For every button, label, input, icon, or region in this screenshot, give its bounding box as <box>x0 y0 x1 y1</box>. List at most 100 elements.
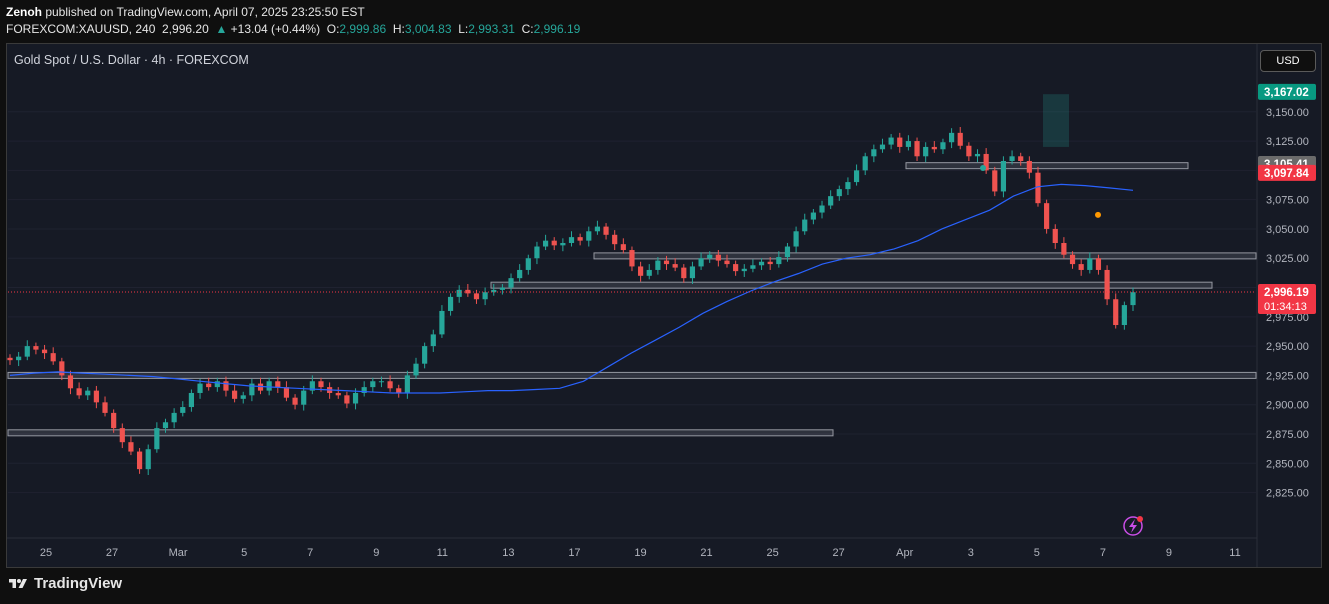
candle-body[interactable] <box>7 357 13 361</box>
candle-body[interactable] <box>750 265 756 269</box>
candle-body[interactable] <box>923 146 929 157</box>
candle-body[interactable] <box>309 381 315 391</box>
candle-body[interactable] <box>275 381 281 388</box>
price-label[interactable] <box>1258 164 1316 181</box>
candle-body[interactable] <box>24 346 30 357</box>
candle-body[interactable] <box>1000 160 1007 192</box>
candle-body[interactable] <box>612 234 618 245</box>
candle-body[interactable] <box>154 428 160 450</box>
candle-body[interactable] <box>551 240 557 246</box>
candle-body[interactable] <box>931 146 937 150</box>
candle-body[interactable] <box>689 266 696 279</box>
candle-body[interactable] <box>517 269 523 279</box>
candle-body[interactable] <box>318 381 324 388</box>
candle-body[interactable] <box>352 392 359 404</box>
candle-body[interactable] <box>681 267 687 279</box>
lightning-icon[interactable] <box>1123 516 1143 536</box>
candle-body[interactable] <box>784 246 791 258</box>
candle-body[interactable] <box>845 182 851 190</box>
candle-body[interactable] <box>638 266 644 276</box>
candle-body[interactable] <box>914 141 920 157</box>
candle-body[interactable] <box>16 356 22 361</box>
signal-marker[interactable] <box>980 165 986 172</box>
candle-body[interactable] <box>949 132 955 143</box>
support-resistance-zone[interactable] <box>7 371 1257 379</box>
candle-body[interactable] <box>378 381 385 383</box>
candle-body[interactable] <box>715 254 721 261</box>
candle-body[interactable] <box>836 189 842 197</box>
candle-body[interactable] <box>33 346 39 350</box>
candle-body[interactable] <box>594 226 601 232</box>
candle-body[interactable] <box>439 310 445 335</box>
candle-body[interactable] <box>396 388 402 393</box>
candle-body[interactable] <box>128 442 134 452</box>
candle-body[interactable] <box>888 137 894 145</box>
candle-body[interactable] <box>802 219 808 232</box>
candle-body[interactable] <box>41 349 48 354</box>
candle-body[interactable] <box>1130 292 1136 306</box>
candle-body[interactable] <box>85 390 91 396</box>
candle-body[interactable] <box>793 231 799 247</box>
candle-body[interactable] <box>283 387 290 398</box>
candle-body[interactable] <box>1078 264 1084 270</box>
tradingview-footer[interactable]: TradingView <box>8 575 122 592</box>
candle-body[interactable] <box>499 287 505 290</box>
candle-body[interactable] <box>111 412 117 429</box>
candle-body[interactable] <box>957 132 963 146</box>
candle-body[interactable] <box>1113 299 1119 326</box>
chart-panel[interactable] <box>6 43 1322 568</box>
candle-body[interactable] <box>663 260 670 265</box>
candle-body[interactable] <box>93 390 99 403</box>
candle-body[interactable] <box>741 268 747 272</box>
candle-body[interactable] <box>67 375 74 389</box>
candle-body[interactable] <box>871 149 877 157</box>
candle-body[interactable] <box>966 145 972 157</box>
candle-body[interactable] <box>568 237 575 244</box>
support-resistance-zone[interactable] <box>905 162 1189 170</box>
candle-body[interactable] <box>707 254 713 259</box>
candle-body[interactable] <box>232 390 238 399</box>
candle-body[interactable] <box>1095 258 1102 270</box>
candle-body[interactable] <box>974 153 981 157</box>
candle-body[interactable] <box>76 388 82 396</box>
candle-body[interactable] <box>819 205 825 213</box>
candle-body[interactable] <box>188 392 194 408</box>
candle-body[interactable] <box>447 296 454 311</box>
candle-body[interactable] <box>473 293 480 300</box>
candle-body[interactable] <box>292 397 298 405</box>
candle-body[interactable] <box>767 261 773 265</box>
candle-body[interactable] <box>560 243 566 246</box>
candle-body[interactable] <box>1121 305 1127 326</box>
candle-body[interactable] <box>344 395 350 404</box>
candle-body[interactable] <box>266 381 272 391</box>
candle-body[interactable] <box>301 390 307 405</box>
candle-body[interactable] <box>257 383 264 391</box>
price-label[interactable] <box>1258 83 1316 100</box>
currency-button[interactable]: USD <box>1260 50 1316 72</box>
candle-body[interactable] <box>577 237 583 241</box>
candle-body[interactable] <box>102 402 108 413</box>
candle-body[interactable] <box>853 170 860 183</box>
candle-body[interactable] <box>758 261 765 266</box>
author-name[interactable]: Zenoh <box>6 5 42 19</box>
candle-body[interactable] <box>206 383 212 388</box>
candle-body[interactable] <box>119 428 125 443</box>
candle-body[interactable] <box>387 381 393 389</box>
candle-body[interactable] <box>724 260 730 265</box>
candle-body[interactable] <box>240 395 246 399</box>
candle-body[interactable] <box>1035 172 1041 204</box>
candle-body[interactable] <box>672 264 678 268</box>
candle-body[interactable] <box>828 196 834 206</box>
candle-body[interactable] <box>370 381 376 388</box>
candle-body[interactable] <box>586 231 592 241</box>
candle-body[interactable] <box>162 422 169 429</box>
candle-body[interactable] <box>698 258 704 267</box>
candle-body[interactable] <box>214 381 220 388</box>
candle-body[interactable] <box>776 257 782 265</box>
candle-body[interactable] <box>810 212 816 220</box>
candle-body[interactable] <box>422 346 428 364</box>
candle-body[interactable] <box>620 244 626 251</box>
candle-body[interactable] <box>508 278 514 288</box>
candle-body[interactable] <box>482 292 488 300</box>
